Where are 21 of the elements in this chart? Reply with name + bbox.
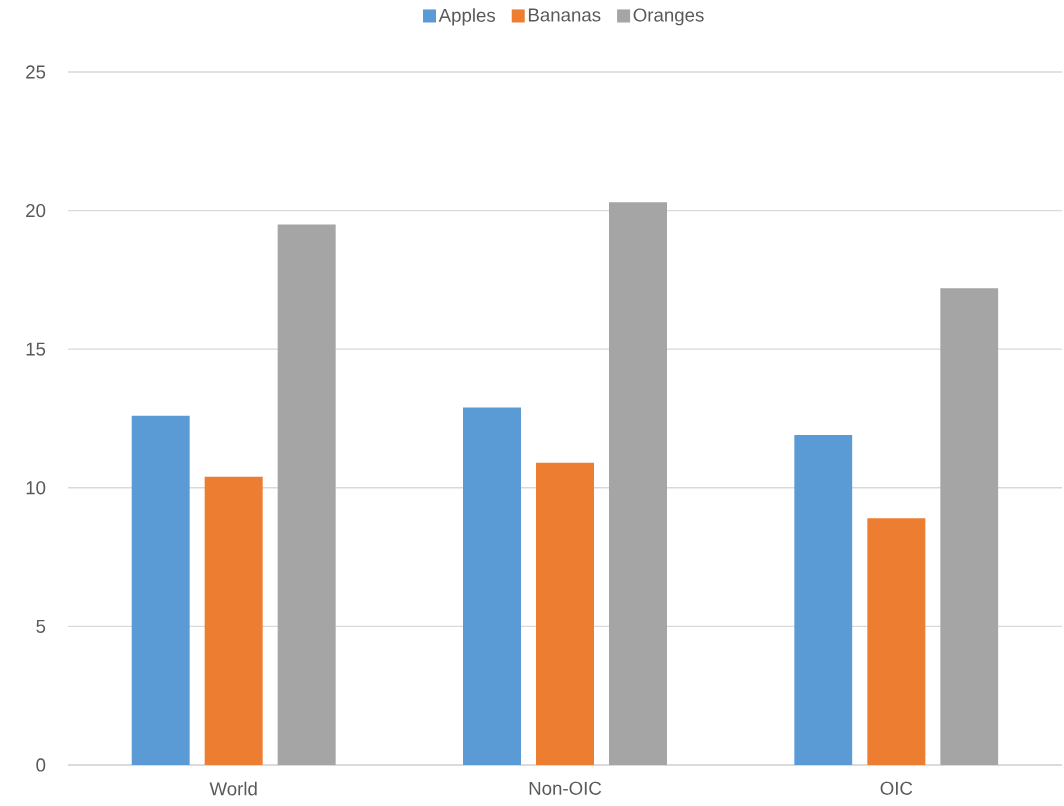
bar	[940, 288, 999, 765]
legend-label: Bananas	[528, 8, 601, 22]
bar	[867, 518, 926, 765]
bar	[794, 435, 853, 765]
x-tick-label: World	[209, 781, 257, 796]
bar	[277, 224, 336, 765]
y-tick-label: 0	[36, 758, 46, 772]
bar	[463, 407, 521, 765]
bar	[609, 202, 667, 765]
legend-label: Oranges	[633, 8, 704, 26]
y-tick-label: 20	[26, 203, 46, 218]
y-tick-label: 15	[26, 342, 46, 356]
x-tick-label: OIC	[880, 781, 913, 795]
bar	[204, 476, 263, 765]
y-tick-label: 10	[26, 481, 46, 495]
bar	[536, 462, 594, 765]
x-tick-label: Non-OIC	[529, 781, 602, 795]
bar	[131, 415, 190, 765]
legend-label: Apples	[438, 8, 496, 26]
y-tick-label: 5	[36, 619, 46, 633]
y-tick-label: 25	[26, 65, 46, 79]
